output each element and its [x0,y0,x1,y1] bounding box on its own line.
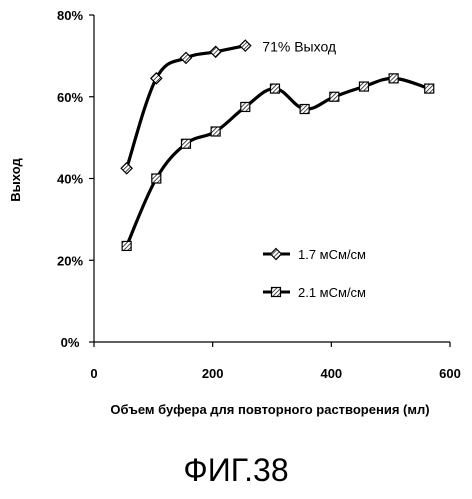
data-point [211,127,220,136]
x-tick-label: 200 [202,366,224,381]
data-point [389,74,398,83]
legend: 1.7 мСм/см 2.1 мСм/см [263,247,366,300]
y-tick-label: 80% [57,8,83,23]
annotation-label: 71% Выход [262,39,336,55]
y-tick-label: 40% [57,172,83,187]
data-point [240,40,251,51]
series-line [127,78,430,246]
y-tick-label: 60% [57,90,83,105]
axes: 0% 20% 40% 60% 80% 0 200 400 600 [57,8,461,381]
y-tick-label: 0% [61,335,80,350]
y-axis-title: Выход [8,158,23,202]
data-point [425,84,434,93]
x-tick-label: 400 [320,366,342,381]
x-tick-label: 600 [439,366,461,381]
data-point [152,174,161,183]
series-2 [122,74,434,251]
series-layer [121,40,434,250]
legend-label: 2.1 мСм/см [298,285,366,300]
annotations: 71% Выход [262,39,336,55]
series-1 [121,40,251,174]
legend-marker [272,288,281,297]
data-point [210,46,221,57]
x-axis-title: Объем буфера для повторного растворения … [110,402,429,417]
data-point [122,241,131,250]
x-tick-label: 0 [90,366,97,381]
data-point [180,52,191,63]
data-point [330,92,339,101]
data-point [300,105,309,114]
legend-item-2: 2.1 мСм/см [263,285,366,300]
legend-item-1: 1.7 мСм/см [263,247,366,262]
y-tick-label: 20% [57,253,83,268]
chart: 0% 20% 40% 60% 80% 0 200 400 600 1.7 мСм/см 2.1 м… [0,0,472,440]
data-point [181,139,190,148]
data-point [359,82,368,91]
data-point [270,84,279,93]
legend-label: 1.7 мСм/см [298,247,366,262]
data-point [121,163,132,174]
legend-marker [271,249,282,260]
data-point [241,102,250,111]
figure-caption: ФИГ.38 [0,452,472,489]
